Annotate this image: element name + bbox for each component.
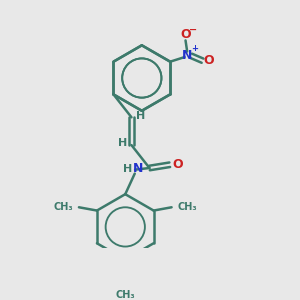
Text: O: O <box>180 28 191 41</box>
Text: −: − <box>189 25 197 34</box>
Text: O: O <box>203 54 214 67</box>
Text: N: N <box>133 163 143 176</box>
Text: O: O <box>172 158 183 171</box>
Text: H: H <box>136 111 145 121</box>
Text: CH₃: CH₃ <box>116 290 135 300</box>
Text: H: H <box>118 139 127 148</box>
Text: CH₃: CH₃ <box>177 202 197 212</box>
Text: CH₃: CH₃ <box>54 202 74 212</box>
Text: +: + <box>191 44 198 53</box>
Text: H: H <box>123 164 132 174</box>
Text: N: N <box>182 49 192 62</box>
